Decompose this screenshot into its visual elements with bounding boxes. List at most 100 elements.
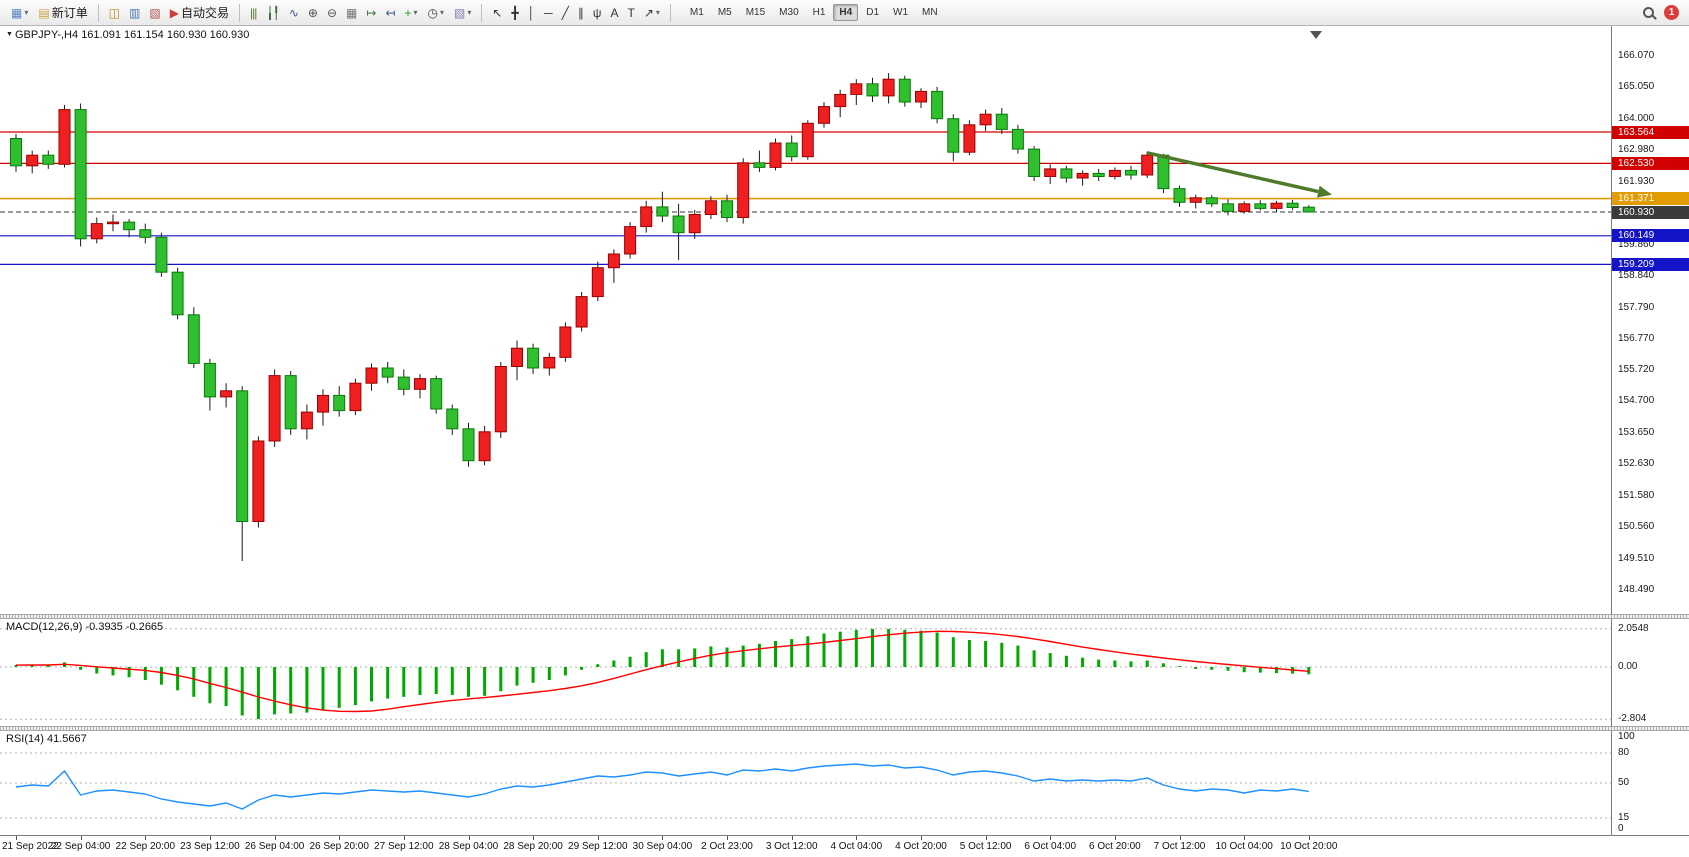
templates-icon[interactable]: ▧ ▾ — [449, 2, 476, 24]
price-level-label: 159.209 — [1612, 257, 1689, 271]
vertical-line-icon[interactable]: │ — [523, 2, 540, 24]
rsi-tick: 0 — [1618, 823, 1624, 834]
ohlc-readout: 161.091 161.154 160.930 160.930 — [81, 29, 250, 41]
timeframe-M15[interactable]: M15 — [745, 7, 766, 18]
terminal-icon[interactable]: ▧ — [144, 2, 164, 24]
macd-plot[interactable] — [0, 619, 1611, 726]
panel-splitter[interactable] — [0, 726, 1689, 731]
candlestick-chart-icon[interactable]: ╽╿ — [261, 2, 283, 24]
search-icon[interactable] — [1643, 7, 1654, 18]
time-label: 4 Oct 20:00 — [895, 841, 947, 852]
chart-shift-marker — [1310, 31, 1322, 39]
macd-axis[interactable]: 2.0548 0.00 -2.804 — [1611, 619, 1689, 726]
time-tick — [16, 836, 17, 840]
chevron-down-icon: ▾ — [439, 8, 444, 17]
periods-icon: ◷ — [427, 5, 439, 20]
time-label: 29 Sep 12:00 — [568, 841, 628, 852]
autotrading-button[interactable]: ▶ 自动交易 — [165, 2, 234, 24]
timeframe-H4[interactable]: H4 — [833, 4, 859, 21]
timeframe-MN[interactable]: MN — [922, 7, 938, 18]
time-tick — [533, 836, 535, 840]
new-order-button-label: 新订单 — [51, 6, 88, 20]
toolbar-right: 1 — [1643, 5, 1683, 20]
tile-windows-icon[interactable]: ▦ — [341, 2, 361, 24]
timeframe-D1[interactable]: D1 — [866, 7, 880, 18]
navigator-icon[interactable]: ▥ — [124, 2, 144, 24]
time-tick — [339, 836, 341, 840]
market-watch-icon[interactable]: ◫ — [104, 2, 124, 24]
new-order-button[interactable]: ▤ 新订单 — [33, 2, 92, 24]
fibonacci-icon[interactable]: ψ — [588, 2, 606, 24]
candlestick-chart-icon: ╽╿ — [266, 5, 279, 20]
chart-shift-icon[interactable]: ↤ — [380, 2, 399, 24]
indicators-icon[interactable]: + ▾ — [399, 2, 422, 24]
time-tick — [403, 836, 405, 840]
new-chart-icon[interactable]: ▦ ▾ — [6, 2, 33, 24]
time-label: 3 Oct 12:00 — [765, 841, 818, 852]
line-chart-icon: ∿ — [288, 5, 299, 20]
time-label: 22 Sep 20:00 — [115, 841, 176, 852]
time-label: 5 Oct 12:00 — [959, 841, 1012, 852]
time-tick — [1308, 836, 1310, 840]
autotrading-button-icon: ▶ — [169, 5, 179, 20]
price-tick: 153.650 — [1618, 427, 1655, 439]
timeframe-M30[interactable]: M30 — [779, 7, 799, 18]
channel-icon[interactable]: ∥ — [573, 2, 588, 24]
text-label-icon[interactable]: T — [622, 2, 638, 24]
cursor-icon[interactable]: ↖ — [487, 2, 506, 24]
crosshair-icon: ╋ — [511, 5, 518, 20]
rsi-tick: 50 — [1618, 777, 1630, 788]
symbol-dropdown-icon[interactable]: ▼ — [6, 31, 13, 38]
terminal-icon: ▧ — [149, 5, 160, 20]
price-tick: 159.860 — [1618, 238, 1655, 250]
price-tick: 152.630 — [1618, 458, 1655, 470]
timeframe-M1[interactable]: M1 — [689, 7, 704, 18]
auto-scroll-icon[interactable]: ↦ — [361, 2, 380, 24]
price-tick: 148.490 — [1618, 584, 1655, 596]
price-level-label: 161.371 — [1612, 192, 1689, 206]
time-label: 10 Oct 20:00 — [1280, 841, 1338, 852]
macd-tick: 2.0548 — [1618, 622, 1649, 634]
trendline-icon[interactable]: ╱ — [557, 2, 573, 24]
rsi-axis[interactable]: 100 80 50 15 0 — [1611, 731, 1689, 835]
crosshair-icon[interactable]: ╋ — [506, 2, 522, 24]
time-label: 28 Sep 04:00 — [438, 841, 499, 852]
zoom-in-icon: ⊕ — [307, 5, 318, 20]
timeframe-group: M1 M5 M15 M30 H1 H4 D1 W1 MN — [684, 4, 944, 21]
time-axis[interactable]: 21 Sep 2022 22 Sep 04:00 22 Sep 20:00 23 Se… — [0, 835, 1689, 857]
price-tick: 165.050 — [1618, 80, 1655, 92]
chart-title: ▼ GBPJPY-,H4 161.091 161.154 160.930 160.… — [6, 29, 249, 41]
timeframe-M5[interactable]: M5 — [717, 7, 732, 18]
trendline-icon: ╱ — [561, 5, 569, 20]
symbol-timeframe-label: GBPJPY-,H4 — [14, 29, 79, 41]
notification-badge[interactable]: 1 — [1664, 5, 1679, 20]
indicators-icon: + — [404, 5, 411, 20]
timeframe-H1[interactable]: H1 — [812, 7, 826, 18]
bar-chart-icon[interactable]: ||| — [245, 2, 261, 24]
rsi-plot[interactable] — [0, 731, 1611, 835]
time-label: 7 Oct 12:00 — [1153, 841, 1206, 852]
timeframe-W1[interactable]: W1 — [893, 7, 909, 18]
panel-splitter[interactable] — [0, 614, 1689, 619]
horizontal-line-icon[interactable]: ─ — [539, 2, 557, 24]
arrows-icon[interactable]: ↗ ▾ — [639, 2, 665, 24]
toolbar-separator — [669, 3, 671, 22]
price-axis[interactable]: 166.070 165.050 164.000 162.980 161.930 160.9… — [1611, 26, 1689, 614]
fibonacci-icon: ψ — [592, 5, 602, 20]
time-tick — [856, 836, 858, 840]
time-tick — [727, 836, 728, 840]
text-icon[interactable]: A — [605, 2, 622, 24]
time-tick — [468, 836, 470, 840]
candlestick-plot[interactable] — [0, 26, 1611, 614]
channel-icon: ∥ — [577, 5, 584, 20]
price-tick: 151.580 — [1618, 490, 1655, 502]
zoom-in-icon[interactable]: ⊕ — [303, 2, 322, 24]
macd-panel: MACD(12,26,9) -0.3935 -0.2665 2.0548 0.00… — [0, 619, 1689, 726]
line-chart-icon[interactable]: ∿ — [284, 2, 303, 24]
periods-icon[interactable]: ◷ ▾ — [423, 2, 450, 24]
time-tick — [597, 836, 599, 840]
arrows-icon: ↗ — [643, 5, 654, 20]
zoom-out-icon[interactable]: ⊖ — [322, 2, 341, 24]
chevron-down-icon: ▾ — [467, 8, 472, 17]
price-tick: 161.930 — [1618, 175, 1655, 187]
